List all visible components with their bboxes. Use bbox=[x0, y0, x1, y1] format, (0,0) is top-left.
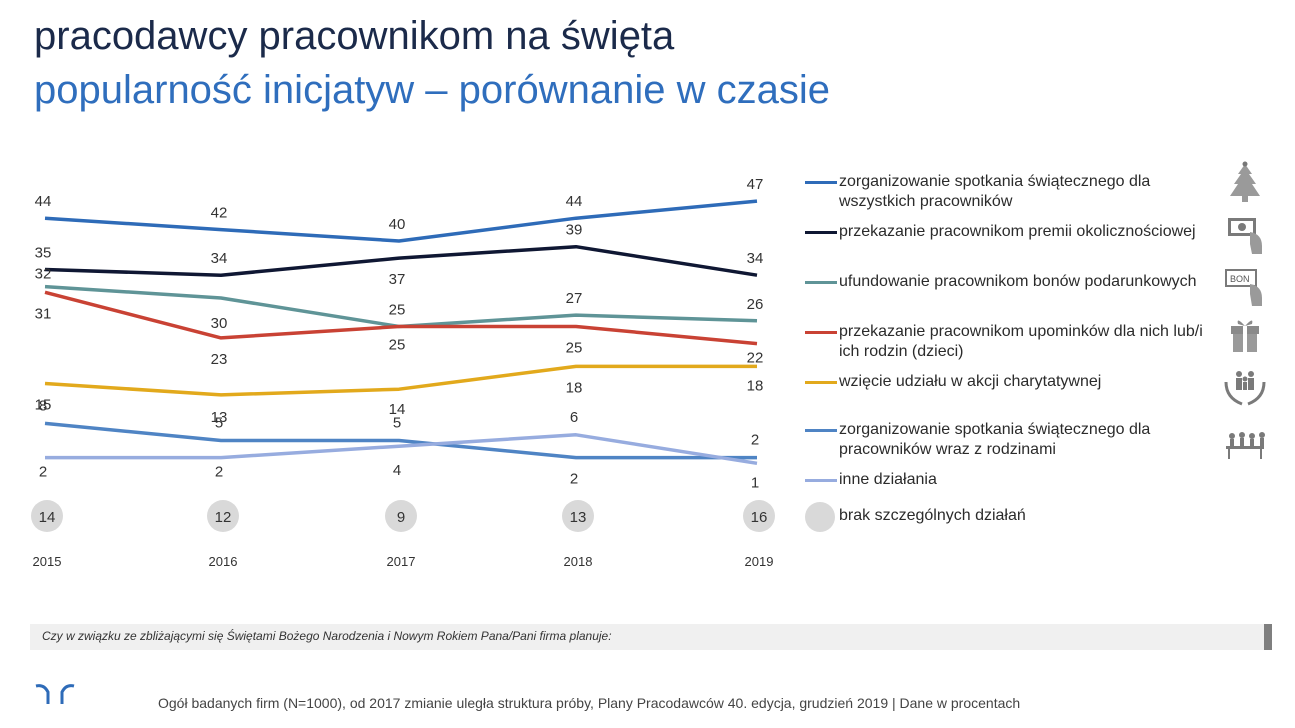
question-bar: Czy w związku ze zbliżającymi się Święta… bbox=[30, 624, 1272, 650]
footer-suffix: | Dane w procentach bbox=[892, 695, 1021, 711]
data-label: 30 bbox=[211, 315, 228, 332]
footer-note: Ogół badanych firm (N=1000), od 2017 zmi… bbox=[158, 695, 1020, 711]
data-label: 2 bbox=[215, 464, 223, 481]
x-tick-label: 2018 bbox=[564, 554, 593, 569]
legend-swatch bbox=[805, 181, 837, 184]
svg-text:BON: BON bbox=[1230, 274, 1250, 284]
data-label: 31 bbox=[35, 305, 52, 322]
data-label: 15 bbox=[35, 397, 52, 414]
data-label: 44 bbox=[35, 193, 52, 210]
data-label: 32 bbox=[35, 266, 52, 283]
data-label: 25 bbox=[389, 337, 406, 354]
legend-swatch bbox=[805, 231, 837, 234]
no-action-value: 13 bbox=[570, 509, 587, 526]
series-line-4 bbox=[44, 290, 758, 346]
data-label: 37 bbox=[389, 271, 406, 288]
no-action-circle bbox=[743, 500, 775, 532]
data-label: 8 bbox=[39, 397, 47, 414]
legend-swatch bbox=[805, 502, 835, 532]
data-label: 34 bbox=[747, 250, 764, 267]
christmas-tree-icon bbox=[1222, 160, 1268, 204]
data-label: 39 bbox=[566, 222, 583, 239]
no-action-value: 14 bbox=[39, 509, 56, 526]
data-label: 4 bbox=[393, 462, 401, 479]
data-label: 27 bbox=[566, 290, 583, 307]
page-subtitle: popularność inicjatyw – porównanie w cza… bbox=[34, 68, 830, 112]
legend-label: zorganizowanie spotkania świątecznego dl… bbox=[839, 421, 1151, 458]
data-label: 40 bbox=[389, 216, 406, 233]
data-label: 25 bbox=[389, 302, 406, 319]
data-label: 13 bbox=[211, 409, 228, 426]
no-action-circle bbox=[385, 500, 417, 532]
no-action-circle bbox=[562, 500, 594, 532]
data-label: 25 bbox=[566, 340, 583, 357]
legend-label: brak szczególnych działań bbox=[839, 507, 1026, 524]
voucher-icon: BON bbox=[1222, 264, 1268, 308]
data-label: 18 bbox=[747, 377, 764, 394]
data-label: 2 bbox=[751, 432, 759, 449]
series-line-7 bbox=[45, 433, 758, 466]
legend-label: zorganizowanie spotkania świątecznego dl… bbox=[839, 173, 1151, 210]
x-tick-label: 2019 bbox=[745, 554, 774, 569]
data-label: 2 bbox=[570, 471, 578, 488]
no-action-circle bbox=[31, 500, 63, 532]
x-tick-label: 2017 bbox=[387, 554, 416, 569]
series-line-1 bbox=[44, 199, 758, 243]
data-label: 6 bbox=[570, 409, 578, 426]
charity-icon bbox=[1222, 364, 1268, 408]
legend-label: ufundowanie pracownikom bonów podarunkow… bbox=[839, 273, 1197, 290]
data-label: 42 bbox=[211, 205, 228, 222]
series-line-6 bbox=[44, 421, 757, 460]
survey-question: Czy w związku ze zbliżającymi się Święta… bbox=[42, 629, 612, 643]
data-label: 47 bbox=[747, 176, 764, 193]
data-label: 5 bbox=[215, 415, 223, 432]
page-title: pracodawcy pracownikom na święta bbox=[34, 14, 675, 58]
data-label: 5 bbox=[393, 415, 401, 432]
footer-source: Plany Pracodawców 40. edycja, grudzień 2… bbox=[597, 695, 889, 711]
gift-icon bbox=[1222, 312, 1268, 356]
no-action-value: 16 bbox=[751, 509, 768, 526]
legend-swatch bbox=[805, 429, 837, 432]
x-tick-label: 2015 bbox=[33, 554, 62, 569]
data-label: 34 bbox=[211, 250, 228, 267]
legend-swatch bbox=[805, 381, 837, 384]
data-label: 1 bbox=[751, 474, 759, 491]
legend-swatch bbox=[805, 281, 837, 284]
question-bar-marker bbox=[1264, 624, 1272, 650]
data-label: 2 bbox=[39, 464, 47, 481]
data-label: 44 bbox=[566, 193, 583, 210]
no-action-circle bbox=[207, 500, 239, 532]
legend-swatch bbox=[805, 479, 837, 482]
x-tick-label: 2016 bbox=[209, 554, 238, 569]
legend-label: inne działania bbox=[839, 471, 937, 488]
company-logo bbox=[34, 682, 76, 711]
data-label: 14 bbox=[389, 401, 406, 418]
data-label: 22 bbox=[747, 350, 764, 367]
legend-label: wzięcie udziału w akcji charytatywnej bbox=[839, 373, 1102, 390]
no-action-value: 9 bbox=[397, 509, 405, 526]
legend-label: przekazanie pracownikom upominków dla ni… bbox=[839, 323, 1203, 360]
data-label: 35 bbox=[35, 245, 52, 262]
money-hand-icon bbox=[1222, 212, 1268, 256]
series-line-2 bbox=[44, 244, 758, 277]
data-label: 23 bbox=[211, 351, 228, 368]
footer-sample-text: Ogół badanych firm (N=1000), od 2017 zmi… bbox=[158, 695, 598, 711]
data-label: 18 bbox=[566, 379, 583, 396]
no-action-value: 12 bbox=[215, 509, 232, 526]
legend-swatch bbox=[805, 331, 837, 334]
data-label: 26 bbox=[747, 296, 764, 313]
family-table-icon bbox=[1222, 424, 1268, 468]
legend-label: przekazanie pracownikom premii okoliczno… bbox=[839, 223, 1196, 240]
series-line-5 bbox=[44, 364, 757, 397]
